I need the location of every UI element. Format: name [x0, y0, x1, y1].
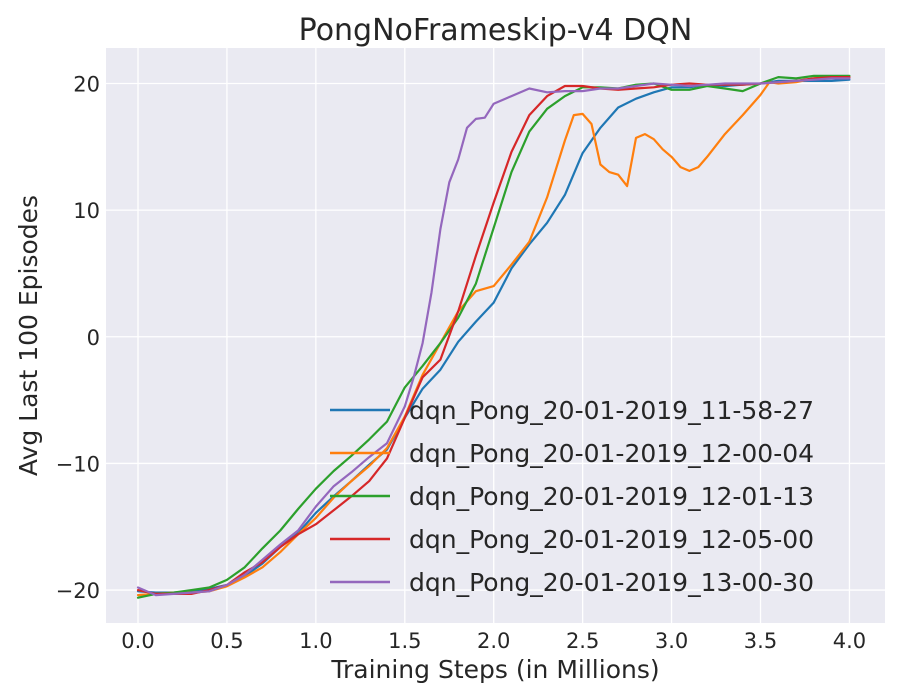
chart-title: PongNoFrameskip-v4 DQN: [299, 13, 693, 48]
y-axis-label: Avg Last 100 Episodes: [14, 195, 43, 476]
legend-label: dqn_Pong_20-01-2019_12-05-00: [409, 525, 814, 554]
y-axis-ticks: −20 −10 0 10 20: [56, 72, 100, 603]
legend-label: dqn_Pong_20-01-2019_11-58-27: [409, 396, 814, 425]
x-tick-label: 4.0: [833, 629, 866, 653]
x-tick-label: 1.5: [388, 629, 421, 653]
grid: [106, 48, 885, 623]
x-tick-label: 0.0: [121, 629, 154, 653]
x-tick-label: 3.0: [655, 629, 688, 653]
legend-label: dqn_Pong_20-01-2019_12-01-13: [409, 482, 814, 511]
x-axis-ticks: 0.0 0.5 1.0 1.5 2.0 2.5 3.0 3.5 4.0: [121, 629, 866, 653]
x-tick-label: 1.0: [299, 629, 332, 653]
x-axis-label: Training Steps (in Millions): [330, 655, 659, 684]
x-tick-label: 2.0: [477, 629, 510, 653]
y-tick-label: −10: [56, 452, 100, 476]
y-tick-label: −20: [56, 579, 100, 603]
series-layer: [136, 74, 851, 599]
x-tick-label: 3.5: [744, 629, 777, 653]
series-line: [136, 77, 851, 597]
legend: dqn_Pong_20-01-2019_11-58-27 dqn_Pong_20-…: [330, 396, 814, 597]
legend-label: dqn_Pong_20-01-2019_13-00-30: [409, 568, 814, 597]
y-tick-label: 20: [73, 72, 100, 96]
x-tick-label: 2.5: [566, 629, 599, 653]
series-line: [136, 76, 851, 597]
series-line: [136, 74, 851, 599]
plot-background: [106, 48, 885, 623]
y-tick-label: 0: [87, 326, 100, 350]
x-tick-label: 0.5: [210, 629, 243, 653]
legend-label: dqn_Pong_20-01-2019_12-00-04: [409, 439, 814, 468]
y-tick-label: 10: [73, 199, 100, 223]
